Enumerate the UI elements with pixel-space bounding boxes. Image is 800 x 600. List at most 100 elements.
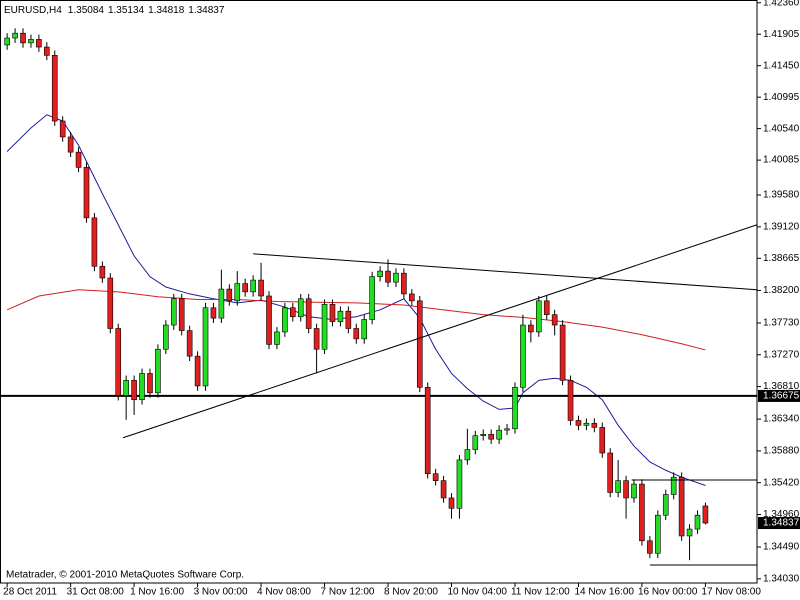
trendline — [122, 224, 758, 439]
candle-body — [28, 39, 34, 44]
x-tick-label: 10 Nov 04:00 — [448, 587, 508, 598]
candle-body — [409, 293, 415, 302]
candle-body — [250, 279, 256, 293]
candle-body — [615, 480, 621, 493]
candle-body — [44, 46, 50, 56]
y-tick-label: 1.37730 — [763, 318, 800, 329]
candle-body — [377, 270, 383, 277]
y-tick-label: 1.35420 — [763, 477, 800, 488]
candle-body — [67, 136, 74, 153]
y-tick-label: 1.41450 — [763, 60, 800, 71]
candle-body — [329, 303, 336, 322]
candle-body — [139, 373, 145, 401]
candle-body — [686, 528, 693, 537]
x-tick-label: 8 Nov 20:00 — [384, 587, 438, 598]
candle-body — [234, 283, 241, 302]
close-value: 1.34837 — [188, 5, 225, 16]
y-tick-label: 1.38665 — [763, 253, 800, 264]
candle-body — [361, 319, 368, 340]
x-tick-label: 11 Nov 12:00 — [511, 587, 570, 598]
plot-frame — [0, 0, 758, 584]
x-tick-label: 4 Nov 08:00 — [257, 587, 311, 598]
candle-body — [543, 300, 550, 315]
candle-body — [694, 514, 701, 530]
candle-body — [551, 314, 558, 326]
candle-body — [670, 476, 677, 495]
candle-body — [155, 348, 161, 394]
candle-body — [313, 328, 320, 350]
candle-body — [266, 295, 272, 345]
candle-body — [655, 514, 661, 554]
current-price-label-box — [758, 517, 800, 530]
candle-body — [456, 459, 463, 509]
candle-body — [290, 307, 296, 318]
candle-body — [432, 473, 439, 481]
y-tick-label: 1.38200 — [763, 285, 800, 296]
candle-body — [170, 298, 177, 326]
candle-body — [12, 32, 18, 39]
candle-body — [464, 449, 471, 461]
x-tick-label: 28 Oct 2011 — [3, 587, 57, 598]
candle-body — [512, 386, 518, 430]
x-tick-label: 14 Nov 16:00 — [574, 587, 634, 598]
candle-body — [91, 217, 98, 267]
candle-body — [274, 331, 280, 345]
y-tick-label: 1.36340 — [763, 414, 800, 425]
candle-body — [282, 307, 288, 333]
candle-body — [599, 427, 606, 454]
candle-body — [393, 272, 399, 283]
candle-body — [639, 483, 645, 542]
candle-body — [583, 422, 590, 426]
candle-body — [242, 283, 248, 293]
candle-body — [75, 151, 82, 168]
candle-body — [51, 55, 58, 122]
candle-body — [401, 272, 407, 295]
y-tick-label: 1.39120 — [763, 221, 800, 232]
chart-title: EURUSD,H4 — [4, 5, 62, 16]
level-label-box — [758, 389, 800, 402]
candle-body — [107, 277, 114, 329]
chart-header: EURUSD,H4 1.35084 1.35134 1.34818 1.34837 — [4, 5, 225, 16]
y-tick-label: 1.40540 — [763, 123, 800, 134]
y-tick-label: 1.34490 — [763, 542, 800, 553]
y-tick-label: 1.35880 — [763, 446, 800, 457]
x-tick-label: 16 Nov 00:00 — [638, 587, 698, 598]
candle-body — [99, 265, 106, 279]
moving-average — [6, 289, 706, 351]
candle-body — [83, 167, 90, 219]
y-tick-label: 1.42360 — [763, 0, 800, 8]
candle-body — [321, 303, 328, 350]
candle-body — [631, 483, 637, 499]
current-price-label: 1.34837 — [763, 518, 800, 529]
low-value: 1.34818 — [148, 5, 185, 16]
x-tick-label: 17 Nov 08:00 — [701, 587, 761, 598]
candle-body — [647, 540, 653, 554]
y-tick-label: 1.40995 — [763, 92, 800, 103]
candle-body — [528, 324, 534, 333]
candle-body — [535, 300, 542, 333]
candle-body — [258, 279, 264, 297]
candle-body — [218, 288, 225, 319]
open-value: 1.35084 — [68, 5, 105, 16]
candle-body — [194, 355, 201, 387]
y-tick-label: 1.39580 — [763, 190, 800, 201]
candle-body — [623, 480, 629, 499]
candle-body — [559, 324, 566, 381]
candle-body — [567, 380, 574, 421]
trendline — [253, 253, 758, 291]
y-tick-label: 1.34030 — [763, 573, 800, 584]
candle-body — [662, 494, 669, 516]
candle-body — [416, 300, 423, 388]
high-value: 1.35134 — [108, 5, 145, 16]
candle-body — [607, 452, 614, 493]
x-tick-label: 1 Nov 16:00 — [130, 587, 184, 598]
candle-body — [472, 435, 479, 450]
candle-body — [163, 324, 169, 350]
candle-body — [4, 37, 10, 46]
candle-body — [488, 434, 494, 440]
footer: Metatrader, © 2001-2010 MetaQuotes Softw… — [6, 570, 244, 581]
candle-body — [202, 307, 209, 387]
candle-body — [20, 32, 26, 44]
